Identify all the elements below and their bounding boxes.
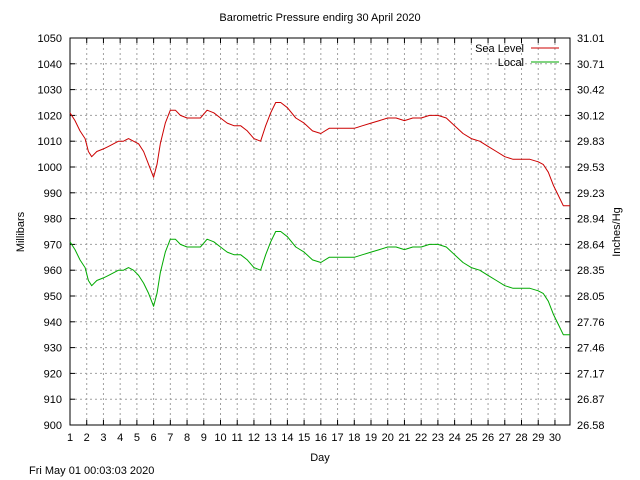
x-tick-label: 22 [415,432,427,444]
series-lines [69,102,570,336]
x-tick-label: 13 [265,432,277,444]
x-tick-label: 9 [201,432,207,444]
y-tick-label: 900 [44,420,62,432]
x-tick-label: 14 [281,432,293,444]
y2-tick-label: 26.87 [577,394,605,406]
y-tick-label: 930 [44,343,62,355]
y-tick-label: 910 [44,394,62,406]
y-tick-label: 1010 [38,136,62,148]
y-tick-label: 920 [44,368,62,380]
y-tick-label: 960 [44,265,62,277]
y-tick-label: 990 [44,188,62,200]
legend-label-local: Local [498,57,524,69]
x-tick-label: 8 [184,432,190,444]
x-tick-label: 3 [100,432,106,444]
x-tick-label: 5 [134,432,140,444]
x-tick-label: 2 [84,432,90,444]
x-tick-label: 30 [549,432,561,444]
x-tick-label: 16 [315,432,327,444]
y2-tick-label: 28.94 [577,214,605,226]
plot-frame [69,37,571,426]
x-tick-label: 4 [117,432,123,444]
x-tick-label: 25 [465,432,477,444]
y2-axis-label: Inches/Hg [611,207,623,257]
y2-tick-label: 28.05 [577,291,605,303]
chart-title: Barometric Pressure endirg 30 April 2020 [219,12,420,24]
y2-tick-label: 29.53 [577,162,605,174]
x-tick-label: 10 [214,432,226,444]
series-line-local [69,231,570,336]
x-tick-label: 12 [248,432,260,444]
y-tick-label: 970 [44,239,62,251]
y-tick-label: 1040 [38,59,62,71]
y2-tick-label: 26.58 [577,420,605,432]
y-tick-label: 950 [44,291,62,303]
x-tick-label: 29 [532,432,544,444]
x-tick-label: 20 [382,432,394,444]
x-axis-label: Day [310,452,330,464]
y2-tick-label: 27.76 [577,317,605,329]
x-tick-label: 26 [482,432,494,444]
legend: Sea Level Local [475,43,559,69]
y2-tick-label: 29.83 [577,136,605,148]
x-tick-label: 23 [432,432,444,444]
generated-timestamp: Fri May 01 00:03:03 2020 [29,465,155,477]
x-tick-label: 6 [151,432,157,444]
x-tick-label: 1 [67,432,73,444]
grid-lines [70,38,570,425]
y2-tick-label: 30.42 [577,85,605,97]
y2-tick-label: 27.46 [577,343,605,355]
x-tick-label: 24 [448,432,460,444]
y-tick-label: 1030 [38,85,62,97]
x-tick-label: 15 [298,432,310,444]
legend-label-sea-level: Sea Level [475,43,524,55]
y-tick-label: 980 [44,214,62,226]
x-tick-label: 21 [398,432,410,444]
y2-tick-label: 31.01 [577,33,605,45]
y2-tick-label: 27.17 [577,368,605,380]
x-tick-label: 17 [331,432,343,444]
x-tick-label: 18 [348,432,360,444]
series-line-sea-level [69,102,570,207]
x-tick-label: 11 [232,432,243,444]
y-tick-label: 1050 [38,33,62,45]
y2-tick-label: 28.35 [577,265,605,277]
y2-tick-label: 28.64 [577,239,605,251]
y-tick-label: 940 [44,317,62,329]
y2-tick-label: 29.23 [577,188,605,200]
x-tick-label: 28 [515,432,527,444]
y2-tick-label: 30.12 [577,110,605,122]
x-tick-label: 19 [365,432,377,444]
y-tick-label: 1020 [38,110,62,122]
x-tick-label: 7 [167,432,173,444]
y2-tick-label: 30.71 [577,59,605,71]
y-axis-label: Millibars [15,211,27,252]
x-tick-label: 27 [499,432,511,444]
y-tick-label: 1000 [38,162,62,174]
